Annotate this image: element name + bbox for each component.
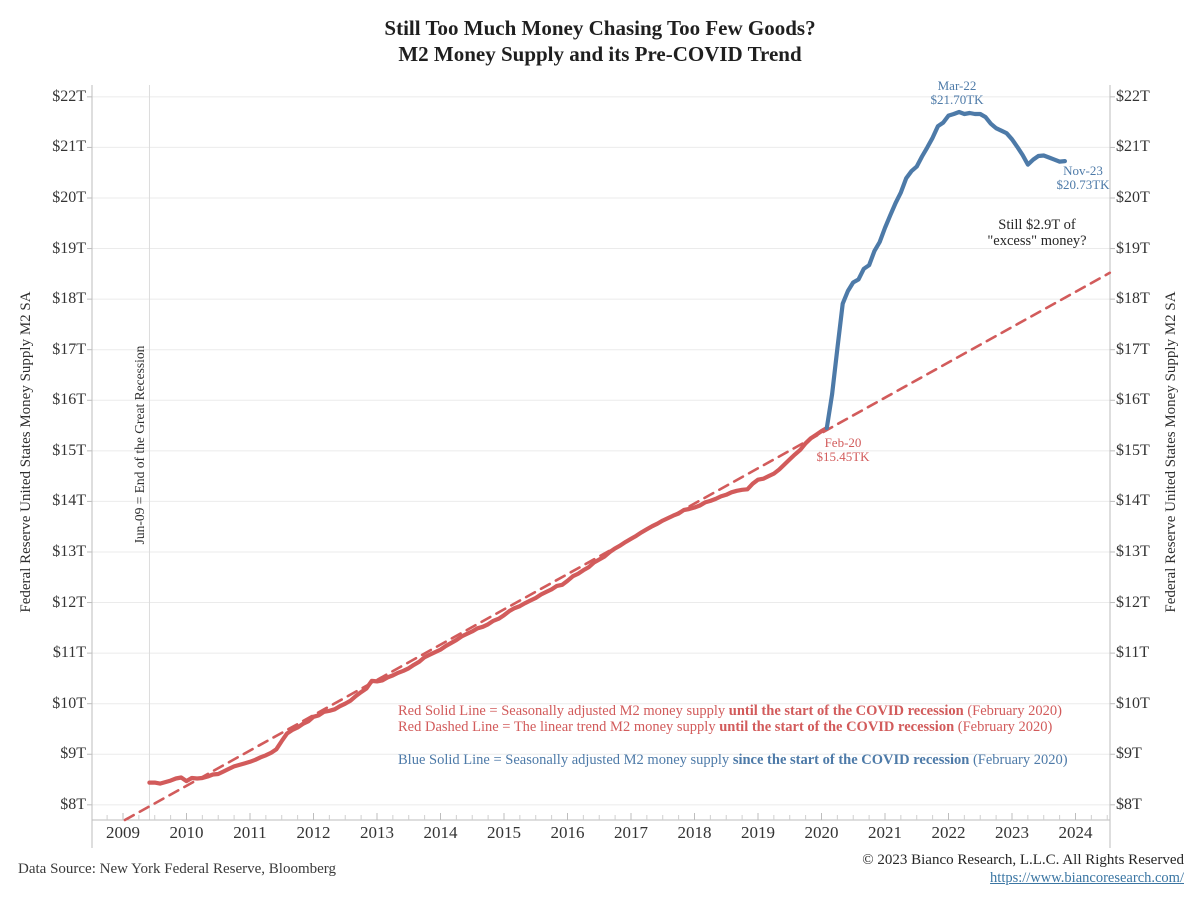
x-tick-label: 2014 (423, 823, 458, 842)
y-tick-label-left: $16T (52, 391, 86, 409)
y-tick-label-left: $10T (52, 694, 86, 712)
y-tick-label-right: $18T (1116, 290, 1150, 308)
y-tick-label-right: $9T (1116, 745, 1142, 763)
y-tick-label-left: $17T (52, 340, 86, 358)
y-tick-label-left: $9T (60, 745, 86, 763)
annotation-latest-value: $20.73TK (1056, 176, 1110, 192)
y-tick-label-right: $16T (1116, 391, 1150, 409)
recession-end-note: Jun-09 = End of the Great Recession (132, 345, 147, 545)
y-tick-label-right: $15T (1116, 441, 1150, 459)
chart-title: Still Too Much Money Chasing Too Few Goo… (0, 15, 1200, 67)
x-tick-label: 2024 (1058, 823, 1093, 842)
annotation-peak-mar22: Mar-22 $21.70TK (897, 79, 1017, 106)
y-tick-label-left: $8T (60, 795, 86, 813)
y-tick-label-right: $8T (1116, 795, 1142, 813)
x-tick-label: 2023 (994, 823, 1029, 842)
y-tick-label-right: $14T (1116, 492, 1150, 510)
annotation-covid-value: $15.45TK (816, 448, 870, 464)
y-tick-label-right: $11T (1116, 644, 1150, 662)
x-tick-label: 2013 (359, 823, 394, 842)
y-tick-label-left: $11T (52, 644, 86, 662)
y-tick-label-left: $18T (52, 290, 86, 308)
y-tick-label-left: $21T (52, 138, 86, 156)
chart-title-line2: M2 Money Supply and its Pre-COVID Trend (398, 42, 802, 66)
y-tick-label-right: $22T (1116, 87, 1150, 105)
y-tick-label-left: $14T (52, 492, 86, 510)
annotation-peak-value: $21.70TK (930, 91, 984, 107)
annotation-covid-start-feb20: Feb-20 $15.45TK (783, 436, 903, 463)
y-tick-label-right: $10T (1116, 694, 1150, 712)
chart-title-line1: Still Too Much Money Chasing Too Few Goo… (384, 16, 816, 40)
series-m2-money-supply-since-covid- (824, 109, 1068, 431)
copyright-notice: © 2023 Bianco Research, L.L.C. All Right… (862, 852, 1184, 868)
data-source-note: Data Source: New York Federal Reserve, B… (18, 861, 336, 877)
x-tick-label: 2010 (169, 823, 204, 842)
annotation-peak-label: Mar-22 (937, 78, 977, 93)
annotation-excess-line2: "excess" money? (987, 232, 1087, 249)
x-tick-label: 2009 (105, 823, 140, 842)
x-tick-label: 2021 (867, 823, 902, 842)
y-tick-label-right: $20T (1116, 188, 1150, 206)
y-tick-label-right: $19T (1116, 239, 1150, 257)
legend-blue-solid: Blue Solid Line = Seasonally adjusted M2… (398, 752, 1068, 768)
legend-gap (398, 735, 1068, 752)
y-tick-label-left: $19T (52, 239, 86, 257)
y-tick-label-left: $13T (52, 542, 86, 560)
y-tick-label-left: $15T (52, 441, 86, 459)
y-tick-label-right: $13T (1116, 542, 1150, 560)
bianco-research-link[interactable]: https://www.biancoresearch.com/ (990, 870, 1184, 886)
y-tick-label-right: $17T (1116, 340, 1150, 358)
x-tick-label: 2019 (740, 823, 775, 842)
y-tick-label-left: $22T (52, 87, 86, 105)
annotation-excess-money: Still $2.9T of "excess" money? (947, 217, 1127, 249)
legend-red-solid: Red Solid Line = Seasonally adjusted M2 … (398, 703, 1062, 719)
x-tick-label: 2020 (804, 823, 839, 842)
x-tick-label: 2015 (486, 823, 521, 842)
y-tick-label-right: $12T (1116, 593, 1150, 611)
x-tick-label: 2012 (296, 823, 331, 842)
x-tick-label: 2018 (677, 823, 712, 842)
series-m2-money-supply-pre-covid- (147, 426, 829, 786)
annotation-latest-nov23: Nov-23 $20.73TK (1023, 164, 1143, 191)
series-pre-covid-linear-trend (123, 271, 1112, 822)
y-tick-label-right: $21T (1116, 138, 1150, 156)
legend: Red Solid Line = Seasonally adjusted M2 … (398, 703, 1068, 768)
annotation-covid-label: Feb-20 (824, 435, 862, 450)
x-tick-label: 2017 (613, 823, 648, 842)
y-tick-label-left: $20T (52, 188, 86, 206)
x-tick-label: 2011 (233, 823, 267, 842)
x-tick-label: 2022 (931, 823, 966, 842)
x-tick-label: 2016 (550, 823, 585, 842)
y-tick-label-left: $12T (52, 593, 86, 611)
annotation-excess-line1: Still $2.9T of (998, 217, 1076, 233)
legend-red-dashed: Red Dashed Line = The linear trend M2 mo… (398, 719, 1053, 735)
annotation-latest-label: Nov-23 (1063, 163, 1103, 178)
